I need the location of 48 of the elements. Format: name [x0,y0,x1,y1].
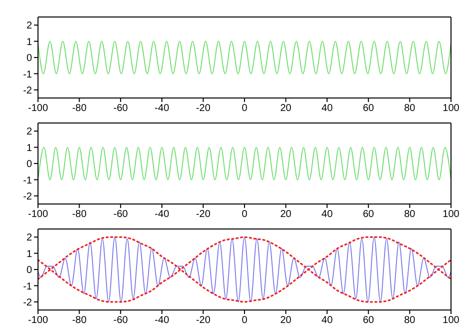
x-tick-label: -80 [72,103,87,114]
x-tick-label: -80 [72,315,87,326]
x-tick-label: 60 [362,209,374,220]
x-tick-label: -20 [196,103,211,114]
y-tick-label: -2 [23,191,32,202]
x-tick-label: 20 [280,103,292,114]
y-tick-label: 0 [26,53,32,64]
y-tick-label: 1 [26,248,32,260]
x-tick-label: 80 [404,103,416,114]
x-tick-label: 100 [442,315,460,326]
y-tick-label: 1 [26,142,32,154]
x-tick-label: -60 [113,209,128,220]
y-tick-label: -1 [23,69,32,80]
x-tick-label: 100 [442,209,460,220]
y-tick-label: 2 [26,232,32,244]
x-tick-label: 80 [404,209,416,220]
y-tick-label: 0 [26,159,32,170]
x-tick-label: 80 [404,315,416,326]
x-tick-label: -20 [196,315,211,326]
x-tick-label: 0 [242,209,248,220]
x-tick-label: 40 [322,315,334,326]
y-tick-label: 1 [26,36,32,48]
x-tick-label: 40 [322,103,334,114]
y-tick-label: 0 [26,265,32,276]
y-tick-label: -2 [23,297,32,308]
y-tick-label: 2 [26,20,32,32]
x-tick-label: -40 [154,315,170,326]
y-tick-label: -2 [23,85,32,96]
x-tick-label: 60 [362,103,374,114]
y-tick-label: -1 [23,175,32,186]
y-tick-label: 2 [26,126,32,138]
x-tick-label: -40 [154,209,170,220]
x-tick-label: 0 [242,315,248,326]
y-tick-label: -1 [23,281,32,292]
x-tick-label: 40 [322,209,334,220]
x-tick-label: -60 [113,103,128,114]
x-tick-label: -100 [28,209,48,220]
x-tick-label: -100 [28,103,48,114]
x-tick-label: -60 [113,315,128,326]
x-tick-label: 100 [442,103,460,114]
x-tick-label: 60 [362,315,374,326]
x-tick-label: -80 [72,209,87,220]
x-tick-label: -40 [154,103,170,114]
x-tick-label: -20 [196,209,211,220]
x-tick-label: 20 [280,209,292,220]
x-tick-label: 0 [242,103,248,114]
x-tick-label: -100 [28,315,48,326]
x-tick-label: 20 [280,315,292,326]
